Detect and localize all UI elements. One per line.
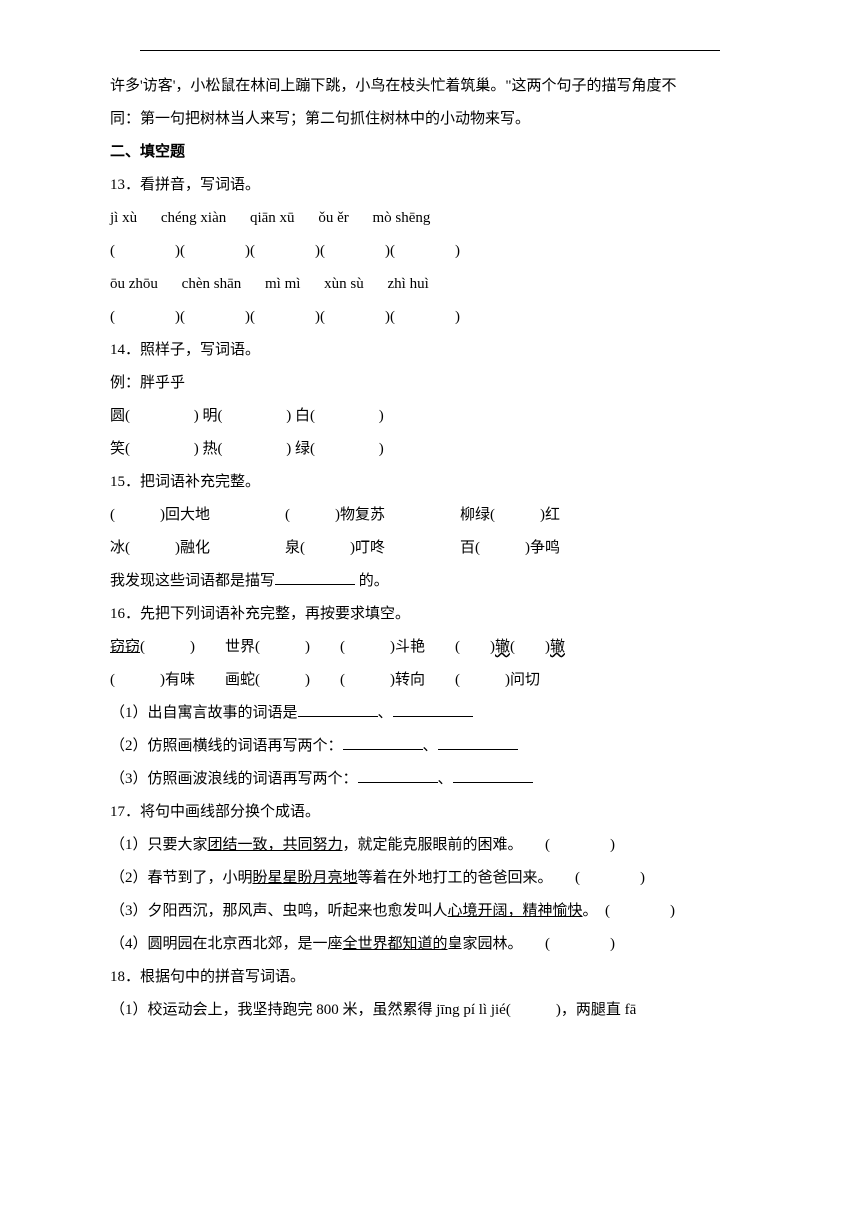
text: ) xyxy=(379,441,384,457)
q16-row1: 窃窃( ) 世界( ) ( )斗艳 ( )辙( )辙 xyxy=(110,631,750,664)
q15-row3: 我发现这些词语都是描写 的。 xyxy=(110,565,750,598)
text: 等着在外地打工的爸爸回来。 ( ) xyxy=(358,870,646,886)
q13-brackets-row1: ( )( )( )( )( ) xyxy=(110,235,750,268)
text: （3）夕阳西沉，那风声、虫鸣，听起来也愈发叫人 xyxy=(110,903,448,919)
underlined-word: 窃窃 xyxy=(110,639,140,655)
text: （2）春节到了，小明 xyxy=(110,870,253,886)
q18-item1: （1）校运动会上，我坚持跑完 800 米，虽然累得 jīng pí lì jié… xyxy=(110,994,750,1027)
q15-row1: ( )回大地 ( )物复苏 柳绿( )红 xyxy=(110,499,750,532)
q17-item4: （4）圆明园在北京西北郊，是一座全世界都知道的皇家园林。 ( ) xyxy=(110,928,750,961)
q17-item1: （1）只要大家团结一致，共同努力，就定能克服眼前的困难。 ( ) xyxy=(110,829,750,862)
fill-blank xyxy=(343,735,423,750)
pinyin-text: ǒu ěr xyxy=(318,210,348,226)
q16-sub1: （1）出自寓言故事的词语是 、 xyxy=(110,697,750,730)
q15-prompt: 15．把词语补充完整。 xyxy=(110,466,750,499)
text: （3）仿照画波浪线的词语再写两个： xyxy=(110,771,358,787)
text: 、 xyxy=(378,705,393,721)
fill-blank xyxy=(438,735,518,750)
q14-example: 例：胖乎乎 xyxy=(110,367,750,400)
document-body: 许多'访客'，小松鼠在林间上蹦下跳，小鸟在枝头忙着筑巢。"这两个句子的描写角度不… xyxy=(110,70,750,1027)
text: 的。 xyxy=(359,573,389,589)
text: 我发现这些词语都是描写 xyxy=(110,573,275,589)
text: （2）仿照画横线的词语再写两个： xyxy=(110,738,343,754)
q15-row2: 冰( )融化 泉( )叮咚 百( )争鸣 xyxy=(110,532,750,565)
intro-line-2: 同：第一句把树林当人来写；第二句抓住树林中的小动物来写。 xyxy=(110,103,750,136)
pinyin-text: qiān xū xyxy=(250,210,295,226)
pinyin-text: xùn sù xyxy=(324,276,364,292)
q13-prompt: 13．看拼音，写词语。 xyxy=(110,169,750,202)
q13-pinyin-row2: ōu zhōu chèn shān mì mì xùn sù zhì huì xyxy=(110,268,750,301)
q17-prompt: 17．将句中画线部分换个成语。 xyxy=(110,796,750,829)
text: 皇家园林。 ( ) xyxy=(448,936,616,952)
text: ) 绿( xyxy=(286,441,315,457)
q16-row2: ( )有味 画蛇( ) ( )转向 ( )问切 xyxy=(110,664,750,697)
pinyin-text: mò shēng xyxy=(372,210,430,226)
text: 、 xyxy=(438,771,453,787)
text: ( ) xyxy=(510,639,550,655)
pinyin-text: chèn shān xyxy=(182,276,242,292)
underlined-text: 全世界都知道的 xyxy=(343,936,448,952)
fill-blank xyxy=(275,570,355,585)
text: ) xyxy=(379,408,384,424)
text: （1）只要大家 xyxy=(110,837,208,853)
pinyin-text: ōu zhōu xyxy=(110,276,158,292)
pinyin-text: jì xù xyxy=(110,210,137,226)
fill-blank xyxy=(393,702,473,717)
text: ) 明( xyxy=(194,408,223,424)
pinyin-text: mì mì xyxy=(265,276,300,292)
text: 笑( xyxy=(110,441,130,457)
text: ) 白( xyxy=(286,408,315,424)
q17-item2: （2）春节到了，小明盼星星盼月亮地等着在外地打工的爸爸回来。 ( ) xyxy=(110,862,750,895)
wavy-word: 辙 xyxy=(495,639,510,655)
intro-line-1: 许多'访客'，小松鼠在林间上蹦下跳，小鸟在枝头忙着筑巢。"这两个句子的描写角度不 xyxy=(110,70,750,103)
text: ( ) 世界( ) ( )斗艳 ( ) xyxy=(140,639,495,655)
text: 圆( xyxy=(110,408,130,424)
text: （1）出自寓言故事的词语是 xyxy=(110,705,298,721)
underlined-text: 团结一致，共同努力 xyxy=(208,837,343,853)
fill-blank xyxy=(453,768,533,783)
q13-pinyin-row1: jì xù chéng xiàn qiān xū ǒu ěr mò shēng xyxy=(110,202,750,235)
q16-sub2: （2）仿照画横线的词语再写两个： 、 xyxy=(110,730,750,763)
wavy-word: 辙 xyxy=(550,639,565,655)
fill-blank xyxy=(298,702,378,717)
text: （4）圆明园在北京西北郊，是一座 xyxy=(110,936,343,952)
section-2-title: 二、填空题 xyxy=(110,136,750,169)
q13-brackets-row2: ( )( )( )( )( ) xyxy=(110,301,750,334)
q14-row2: 笑( ) 热( ) 绿( ) xyxy=(110,433,750,466)
text: 。 ( ) xyxy=(583,903,676,919)
underlined-text: 心境开阔，精神愉快 xyxy=(448,903,583,919)
fill-blank xyxy=(358,768,438,783)
q14-row1: 圆( ) 明( ) 白( ) xyxy=(110,400,750,433)
q18-prompt: 18．根据句中的拼音写词语。 xyxy=(110,961,750,994)
pinyin-text: chéng xiàn xyxy=(161,210,226,226)
text: ) 热( xyxy=(194,441,223,457)
underlined-text: 盼星星盼月亮地 xyxy=(253,870,358,886)
text: 、 xyxy=(423,738,438,754)
q16-prompt: 16．先把下列词语补充完整，再按要求填空。 xyxy=(110,598,750,631)
q17-item3: （3）夕阳西沉，那风声、虫鸣，听起来也愈发叫人心境开阔，精神愉快。 ( ) xyxy=(110,895,750,928)
header-rule xyxy=(140,50,720,51)
text: ，就定能克服眼前的困难。 ( ) xyxy=(343,837,616,853)
pinyin-text: zhì huì xyxy=(388,276,429,292)
q16-sub3: （3）仿照画波浪线的词语再写两个： 、 xyxy=(110,763,750,796)
q14-prompt: 14．照样子，写词语。 xyxy=(110,334,750,367)
